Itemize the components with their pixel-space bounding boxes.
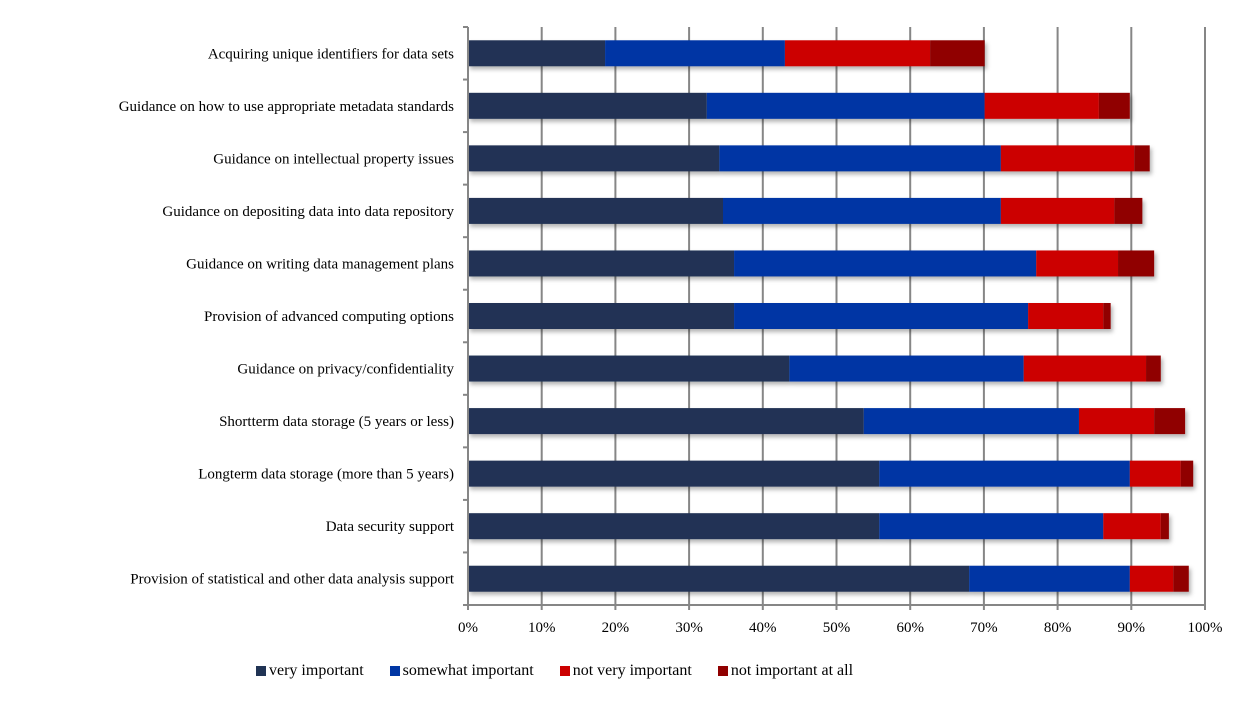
bar-segment [1028,303,1104,329]
bar-segment [969,565,1130,592]
axes [463,26,1206,610]
bar-segment [734,250,1037,277]
legend-label: not very important [572,662,692,679]
bar-segment [789,355,1024,382]
legend-swatch [256,666,266,676]
bar-segment [1173,565,1189,592]
bar-group [468,460,1194,487]
bar-segment [734,303,1029,329]
x-tick-label: 60% [896,620,924,636]
bar-segment [468,355,790,382]
legend-label: not important at all [730,662,854,679]
legend-label: somewhat important [402,662,534,679]
bar-segment [1078,408,1155,435]
bar-segment [1134,145,1150,172]
legend-item: somewhat important [389,662,534,680]
bar-segment [706,92,985,119]
bar-segment [879,513,1104,540]
bar-group [468,303,1111,329]
category-label: Guidance on intellectual property issues [213,151,454,167]
legend-item: very important [256,662,364,680]
legend-label: very important [269,662,364,679]
bar-segment [930,40,985,67]
bar-group [468,250,1155,277]
bar-group [468,145,1150,172]
bar-segment [719,145,1001,172]
bar-segment [1129,565,1174,592]
bar-segment [1000,145,1135,172]
category-label: Provision of advanced computing options [204,309,454,325]
x-tick-label: 20% [602,620,630,636]
bar-segment [1114,197,1143,224]
legend-swatch [559,666,570,676]
bar-segment [1118,250,1155,277]
bar-segment [605,40,785,67]
legend-item: not important at all [717,662,854,680]
x-tick-label: 90% [1118,620,1146,636]
bar-segment [1154,408,1186,435]
bar-segment [723,197,1001,224]
bar-segment [468,513,880,540]
bar-segment [879,460,1130,487]
bars [468,40,1194,592]
category-label: Shortterm data storage (5 years or less) [219,414,454,430]
bar-segment [1023,355,1147,382]
bar-segment [784,40,931,67]
bar-group [468,408,1186,435]
bar-segment [1000,197,1115,224]
x-tick-labels: 0% 10% 20% 30% 40% 50% 60% 70% 80% 90% 100% [458,620,1223,636]
stacked-bar-chart: Acquiring unique identifiers for data se… [119,26,1223,636]
category-label: Guidance on how to use appropriate metad… [119,99,454,115]
bar-segment [1036,250,1119,277]
category-label: Acquiring unique identifiers for data se… [208,46,454,62]
x-tick-label: 80% [1044,620,1072,636]
bar-segment [468,40,606,67]
bar-group [468,197,1143,224]
category-label: Guidance on writing data management plan… [186,256,454,272]
legend: very important somewhat important not very… [256,662,853,680]
legend-item: not very important [559,662,692,680]
x-tick-label: 0% [458,620,478,636]
x-tick-label: 70% [970,620,998,636]
bar-segment [1146,355,1161,382]
category-labels: Acquiring unique identifiers for data se… [119,46,455,587]
x-tick-label: 50% [823,620,851,636]
legend-swatch [389,666,400,676]
bar-segment [468,197,724,224]
category-label: Data security support [326,519,455,535]
bar-segment [468,460,880,487]
category-label: Guidance on depositing data into data re… [162,204,454,220]
bar-group [468,565,1189,592]
bar-group [468,513,1169,540]
bar-segment [468,145,720,172]
bar-segment [1103,303,1111,329]
bar-segment [468,565,970,592]
bar-segment [468,408,864,435]
x-tick-label: 40% [749,620,777,636]
bar-group [468,355,1161,382]
category-label: Provision of statistical and other data … [130,572,455,588]
bar-segment [468,92,707,119]
bar-segment [863,408,1079,435]
bar-segment [468,250,735,277]
bar-segment [984,92,1099,119]
bar-group [468,92,1130,119]
bar-segment [1103,513,1161,540]
bar-segment [468,303,735,329]
bar-segment [1129,460,1181,487]
legend-swatch [717,666,728,676]
bar-segment [1160,513,1169,540]
category-label: Guidance on privacy/confidentiality [237,362,454,378]
x-tick-label: 10% [528,620,556,636]
bar-segment [1098,92,1130,119]
bar-group [468,40,985,67]
bar-segment [1180,460,1194,487]
x-tick-label: 100% [1188,620,1223,636]
category-label: Longterm data storage (more than 5 years… [198,467,454,483]
x-tick-label: 30% [675,620,703,636]
